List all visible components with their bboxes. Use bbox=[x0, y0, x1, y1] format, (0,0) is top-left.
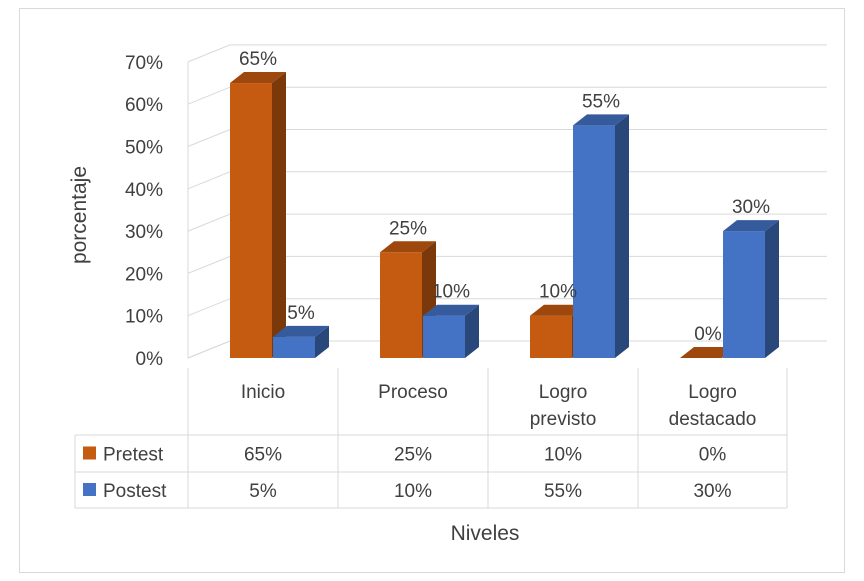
bar-postest bbox=[273, 325, 329, 358]
bar-top bbox=[230, 72, 286, 84]
data-label: 5% bbox=[287, 303, 315, 324]
y-axis-ticks: 0% 10% 20% 30% 40% 50% 60% 70% bbox=[125, 53, 163, 370]
bar-top bbox=[423, 304, 479, 316]
y-tick-label: 70% bbox=[125, 53, 163, 74]
data-label: 55% bbox=[582, 91, 620, 112]
legend-label: Postest bbox=[103, 481, 167, 502]
y-axis-title: porcentaje bbox=[68, 166, 91, 264]
bar-side bbox=[615, 114, 629, 358]
bar-top bbox=[573, 114, 629, 126]
y-tick-label: 0% bbox=[136, 349, 164, 370]
data-label: 30% bbox=[732, 197, 770, 218]
legend-swatch-pretest bbox=[83, 446, 96, 460]
data-label: 10% bbox=[539, 282, 577, 303]
y-tick-label: 10% bbox=[125, 307, 163, 328]
bar-front bbox=[573, 125, 615, 358]
chart-frame bbox=[19, 8, 845, 573]
data-table: Inicio Proceso Logro previsto Logro destacado… bbox=[74, 368, 788, 509]
table-cell: 10% bbox=[394, 481, 432, 502]
table-cell: 65% bbox=[244, 445, 282, 466]
bar-top bbox=[273, 325, 329, 337]
bar-front bbox=[380, 252, 422, 358]
bar-side bbox=[315, 325, 329, 358]
bar-postest bbox=[723, 220, 779, 358]
category-label: Logro previsto bbox=[530, 382, 597, 430]
bar-front bbox=[230, 83, 272, 359]
table-cell: 10% bbox=[544, 445, 582, 466]
bar-top bbox=[680, 347, 736, 358]
bar-postest bbox=[423, 304, 479, 358]
bar-postest bbox=[573, 114, 629, 358]
bar-side bbox=[765, 220, 779, 358]
data-label: 25% bbox=[389, 218, 427, 239]
bar-pretest bbox=[680, 347, 736, 359]
category-label: Proceso bbox=[378, 382, 448, 403]
data-labels: 65% 5% 25% 10% 10% 55% 0% 30% bbox=[239, 49, 770, 345]
bar-front bbox=[530, 315, 572, 358]
bar-top bbox=[530, 304, 586, 316]
bar-front bbox=[273, 336, 315, 358]
gridline bbox=[187, 44, 827, 63]
y-tick-label: 40% bbox=[125, 180, 163, 201]
y-tick-label: 20% bbox=[125, 264, 163, 285]
table-cell: 30% bbox=[693, 481, 731, 502]
bars bbox=[230, 72, 779, 359]
table-cell: 25% bbox=[394, 445, 432, 466]
table-cell: 0% bbox=[699, 445, 727, 466]
category-label: Inicio bbox=[241, 382, 285, 403]
bar-pretest bbox=[230, 72, 286, 359]
bar-top bbox=[723, 220, 779, 232]
bar-side bbox=[272, 72, 286, 359]
data-label: 10% bbox=[432, 282, 470, 303]
y-tick-label: 60% bbox=[125, 95, 163, 116]
y-tick-label: 30% bbox=[125, 222, 163, 243]
y-tick-label: 50% bbox=[125, 138, 163, 159]
bar-side bbox=[465, 304, 479, 358]
legend-label: Pretest bbox=[103, 445, 164, 466]
data-label: 65% bbox=[239, 49, 277, 70]
category-label: Logro destacado bbox=[669, 382, 757, 430]
data-label: 0% bbox=[694, 324, 722, 345]
x-axis-title: Niveles bbox=[451, 522, 520, 545]
table-cell: 55% bbox=[544, 481, 582, 502]
table-cell: 5% bbox=[249, 481, 277, 502]
legend-swatch-postest bbox=[83, 483, 96, 496]
bar-front bbox=[723, 231, 765, 358]
bar-top bbox=[380, 241, 436, 253]
bar-front bbox=[423, 315, 465, 358]
